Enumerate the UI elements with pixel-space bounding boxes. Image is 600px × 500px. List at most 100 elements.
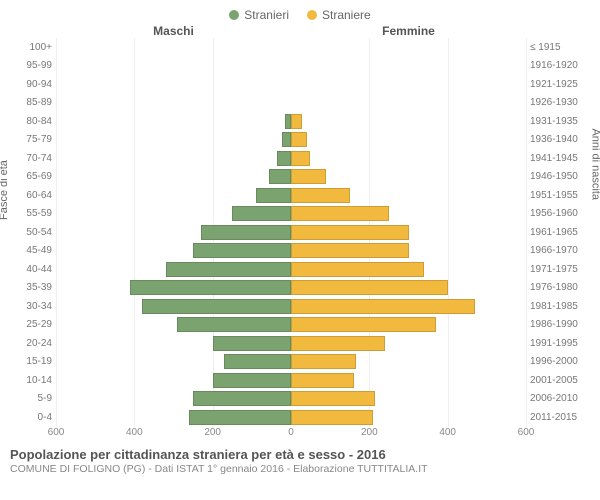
- age-label: 35-39: [10, 282, 56, 293]
- bar-female: [291, 317, 436, 332]
- year-label: 1946-1950: [526, 171, 590, 182]
- pyramid-row: 65-69 1946-1950: [10, 168, 590, 187]
- bar-female: [291, 299, 475, 314]
- year-label: 1981-1985: [526, 301, 590, 312]
- year-label: 1936-1940: [526, 134, 590, 145]
- age-label: 50-54: [10, 227, 56, 238]
- bar-female: [291, 354, 356, 369]
- x-tick: 200: [204, 427, 221, 438]
- legend-item-male: Stranieri: [229, 8, 289, 22]
- age-label: 70-74: [10, 153, 56, 164]
- pyramid-row: 80-841931-1935: [10, 112, 590, 131]
- pyramid-row: 15-191996-2000: [10, 353, 590, 372]
- bar-male: [166, 262, 291, 277]
- bar-male: [201, 225, 291, 240]
- bar-male: [189, 410, 291, 425]
- bar-female: [291, 206, 389, 221]
- bar-area: [56, 132, 526, 147]
- bar-area: [56, 206, 526, 221]
- age-label: 100+: [10, 42, 56, 53]
- col-title-right: Femmine: [291, 24, 526, 38]
- year-label: 1921-1925: [526, 79, 590, 90]
- age-label: 25-29: [10, 319, 56, 330]
- age-label: 20-24: [10, 338, 56, 349]
- pyramid-row: 75-79 1936-1940: [10, 131, 590, 150]
- pyramid-row: 70-74 1941-1945: [10, 149, 590, 168]
- bar-female: [291, 280, 448, 295]
- bar-area: [56, 243, 526, 258]
- age-label: 10-14: [10, 375, 56, 386]
- age-label: 45-49: [10, 245, 56, 256]
- legend-swatch-male: [229, 10, 239, 20]
- pyramid-row: 40-441971-1975: [10, 260, 590, 279]
- pyramid-row: 50-54 1961-1965: [10, 223, 590, 242]
- bar-area: [56, 317, 526, 332]
- chart-rows: 100+≤ 191595-991916-192090-941921-192585…: [10, 38, 590, 427]
- year-label: 1961-1965: [526, 227, 590, 238]
- caption-title: Popolazione per cittadinanza straniera p…: [10, 447, 590, 462]
- population-pyramid-chart: Fasce di età Anni di nascita Stranieri S…: [0, 0, 600, 500]
- x-axis: 6004002000 200400600: [10, 427, 590, 441]
- bar-area: [56, 373, 526, 388]
- bar-male: [224, 354, 291, 369]
- legend-item-female: Straniere: [307, 8, 371, 22]
- bar-male: [130, 280, 291, 295]
- year-label: 2001-2005: [526, 375, 590, 386]
- pyramid-row: 30-34 1981-1985: [10, 297, 590, 316]
- bar-female: [291, 114, 302, 129]
- pyramid-row: 35-391976-1980: [10, 279, 590, 298]
- age-label: 30-34: [10, 301, 56, 312]
- bar-male: [193, 391, 291, 406]
- year-label: 1951-1955: [526, 190, 590, 201]
- bar-area: [56, 336, 526, 351]
- bar-female: [291, 188, 350, 203]
- age-label: 65-69: [10, 171, 56, 182]
- x-tick: 400: [439, 427, 456, 438]
- bar-female: [291, 410, 373, 425]
- bar-male: [282, 132, 291, 147]
- pyramid-row: 25-29 1986-1990: [10, 316, 590, 335]
- bar-area: [56, 299, 526, 314]
- pyramid-row: 90-941921-1925: [10, 75, 590, 94]
- bar-female: [291, 262, 424, 277]
- legend-swatch-female: [307, 10, 317, 20]
- bar-female: [291, 243, 409, 258]
- year-label: 1991-1995: [526, 338, 590, 349]
- year-label: 1986-1990: [526, 319, 590, 330]
- x-tick: 200: [361, 427, 378, 438]
- bar-area: [56, 354, 526, 369]
- year-label: 1926-1930: [526, 97, 590, 108]
- age-label: 80-84: [10, 116, 56, 127]
- age-label: 85-89: [10, 97, 56, 108]
- year-label: 1941-1945: [526, 153, 590, 164]
- age-label: 0-4: [10, 412, 56, 423]
- pyramid-row: 20-24 1991-1995: [10, 334, 590, 353]
- bar-area: [56, 169, 526, 184]
- bar-area: [56, 188, 526, 203]
- bar-male: [213, 373, 291, 388]
- bar-male: [177, 317, 291, 332]
- column-titles: Maschi Femmine: [10, 24, 590, 38]
- bar-female: [291, 373, 354, 388]
- pyramid-row: 10-14 2001-2005: [10, 371, 590, 390]
- age-label: 55-59: [10, 208, 56, 219]
- pyramid-row: 55-59 1956-1960: [10, 205, 590, 224]
- bar-area: [56, 114, 526, 129]
- year-label: 1956-1960: [526, 208, 590, 219]
- bar-female: [291, 169, 326, 184]
- bar-male: [232, 206, 291, 221]
- bar-male: [142, 299, 291, 314]
- year-label: ≤ 1915: [526, 42, 590, 53]
- pyramid-row: 85-89 1926-1930: [10, 94, 590, 113]
- bar-female: [291, 151, 310, 166]
- bar-male: [277, 151, 291, 166]
- x-tick: 400: [126, 427, 143, 438]
- bar-female: [291, 132, 307, 147]
- pyramid-row: 60-641951-1955: [10, 186, 590, 205]
- bar-area: [56, 410, 526, 425]
- age-label: 75-79: [10, 134, 56, 145]
- pyramid-row: 5-92006-2010: [10, 390, 590, 409]
- bar-female: [291, 391, 375, 406]
- legend: Stranieri Straniere: [10, 8, 590, 22]
- year-label: 1916-1920: [526, 60, 590, 71]
